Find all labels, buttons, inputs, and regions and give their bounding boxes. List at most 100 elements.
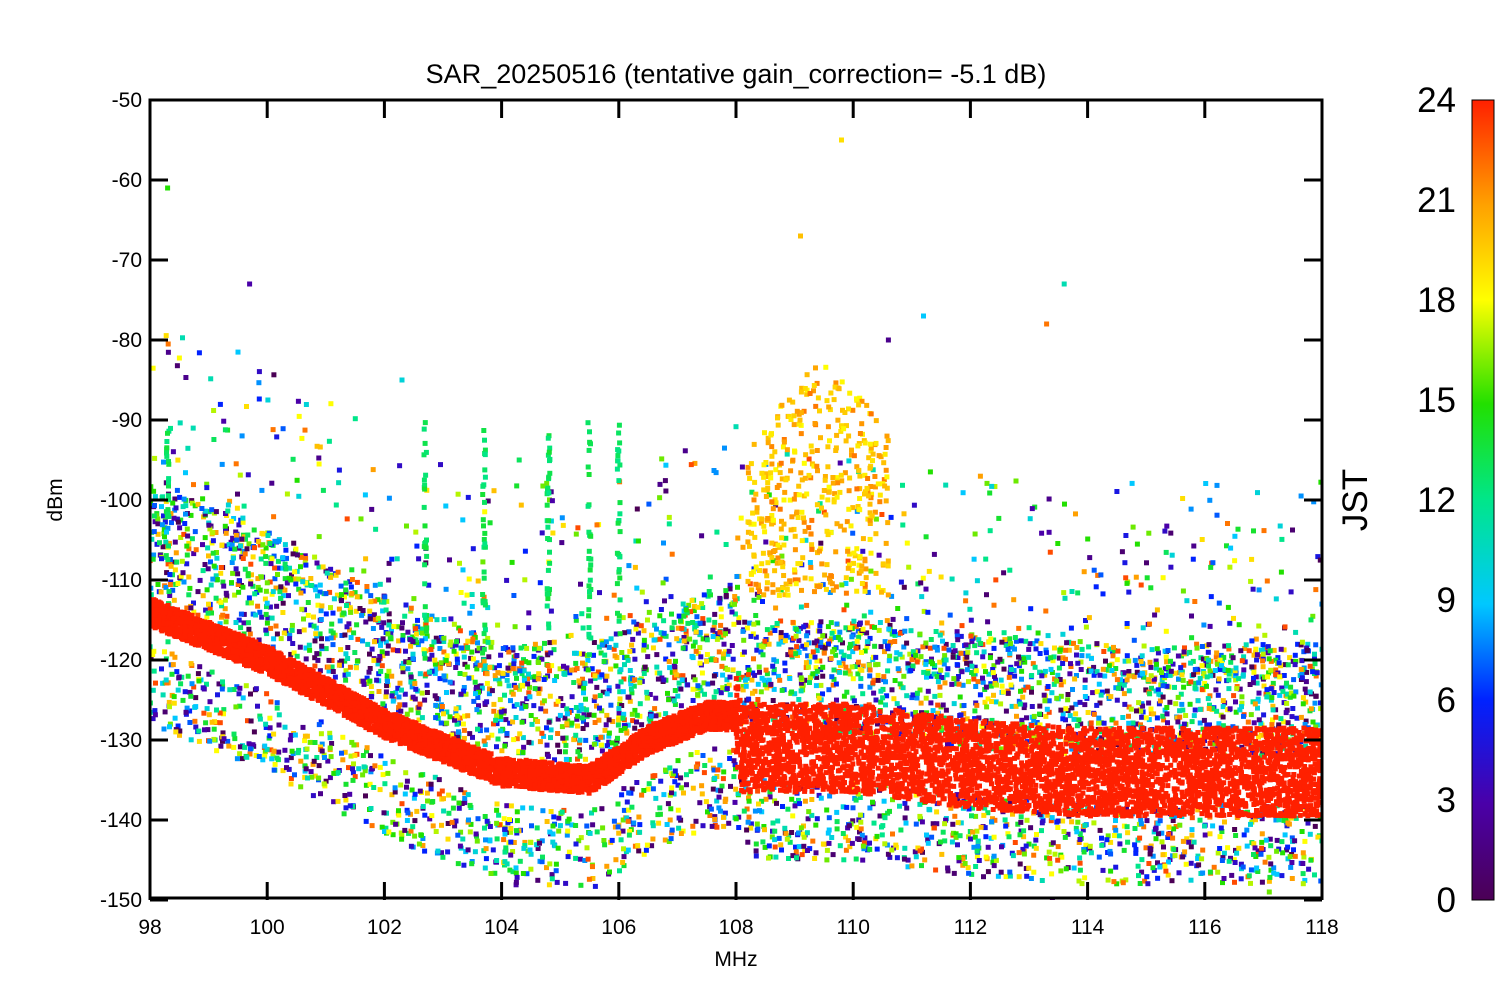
scatter-point <box>1275 655 1281 661</box>
scatter-point <box>909 695 915 701</box>
scatter-point <box>420 843 426 848</box>
scatter-point <box>1318 682 1322 688</box>
scatter-point <box>644 689 650 695</box>
scatter-point <box>959 623 965 629</box>
scatter-point <box>1152 826 1158 832</box>
scatter-point <box>363 818 369 824</box>
scatter-point <box>603 677 609 683</box>
scatter-point <box>1008 641 1013 647</box>
scatter-point <box>984 480 990 486</box>
scatter-point <box>457 560 462 566</box>
scatter-point <box>1086 615 1092 621</box>
scatter-point <box>316 461 322 467</box>
scatter-point <box>368 694 374 699</box>
scatter-point <box>428 616 433 622</box>
scatter-point <box>456 731 462 737</box>
scatter-point <box>475 726 480 732</box>
scatter-point <box>556 815 562 821</box>
scatter-point <box>681 790 686 796</box>
scatter-point <box>552 757 557 763</box>
scatter-point <box>1021 705 1027 711</box>
scatter-point <box>379 624 385 630</box>
scatter-point <box>1026 841 1032 847</box>
scatter-point <box>837 629 843 635</box>
scatter-point <box>480 559 486 565</box>
scatter-point <box>801 624 807 630</box>
scatter-point <box>1116 685 1121 691</box>
scatter-point <box>271 372 277 378</box>
scatter-point <box>1138 817 1144 823</box>
scatter-point <box>686 602 692 608</box>
scatter-point <box>617 689 623 695</box>
scatter-point <box>1222 819 1227 825</box>
scatter-point <box>867 635 873 641</box>
scatter-point <box>1001 666 1007 672</box>
scatter-point <box>218 565 224 570</box>
scatter-point <box>487 838 493 844</box>
scatter-point <box>793 844 798 850</box>
scatter-point <box>1130 524 1136 530</box>
scatter-point <box>825 830 831 836</box>
scatter-point <box>1204 674 1210 680</box>
scatter-point <box>386 622 392 628</box>
scatter-point <box>1288 684 1294 690</box>
scatter-point <box>801 834 807 840</box>
scatter-point <box>155 582 161 587</box>
scatter-point <box>251 729 257 735</box>
scatter-point <box>519 705 525 711</box>
scatter-point <box>192 529 198 535</box>
scatter-point <box>1002 637 1008 643</box>
scatter-point <box>319 748 325 754</box>
scatter-point <box>1217 667 1223 673</box>
scatter-point <box>255 703 260 709</box>
scatter-point <box>632 677 638 683</box>
scatter-point <box>1034 720 1040 725</box>
scatter-point <box>1046 496 1052 502</box>
scatter-point <box>767 630 773 636</box>
scatter-point <box>932 693 938 699</box>
scatter-point <box>362 768 368 774</box>
scatter-point <box>794 644 800 650</box>
scatter-point <box>210 530 216 536</box>
scatter-point <box>211 726 217 732</box>
scatter-point <box>572 650 577 656</box>
scatter-point <box>288 651 294 657</box>
scatter-point <box>611 646 617 652</box>
scatter-point <box>618 837 624 843</box>
scatter-point <box>867 684 873 690</box>
scatter-point <box>511 840 517 845</box>
scatter-point <box>473 687 479 693</box>
scatter-point <box>1184 836 1190 842</box>
scatter-point <box>1168 658 1173 664</box>
scatter-point <box>844 689 850 695</box>
scatter-point <box>579 611 585 617</box>
scatter-point <box>268 747 274 753</box>
scatter-point <box>1204 683 1209 689</box>
scatter-point <box>744 625 750 631</box>
scatter-point <box>1317 557 1322 563</box>
scatter-point <box>506 649 512 655</box>
scatter-point <box>714 529 720 535</box>
scatter-point <box>329 658 335 663</box>
scatter-point <box>796 638 802 644</box>
scatter-point <box>1114 489 1120 494</box>
scatter-point <box>1067 713 1073 719</box>
scatter-point <box>255 603 261 609</box>
scatter-point <box>888 639 893 645</box>
scatter-point <box>488 871 494 876</box>
scatter-point <box>186 540 192 546</box>
scatter-point <box>1061 679 1067 685</box>
scatter-point <box>1256 734 1261 740</box>
scatter-point <box>641 851 647 857</box>
scatter-point <box>1163 549 1169 555</box>
scatter-point <box>445 849 451 855</box>
scatter-point <box>162 709 168 715</box>
scatter-point <box>221 418 227 424</box>
scatter-point <box>1238 648 1244 654</box>
scatter-point <box>330 610 336 616</box>
scatter-point <box>805 848 810 853</box>
scatter-point <box>914 659 920 665</box>
scatter-point <box>469 675 475 681</box>
scatter-point <box>733 786 739 792</box>
scatter-point <box>1166 668 1172 674</box>
